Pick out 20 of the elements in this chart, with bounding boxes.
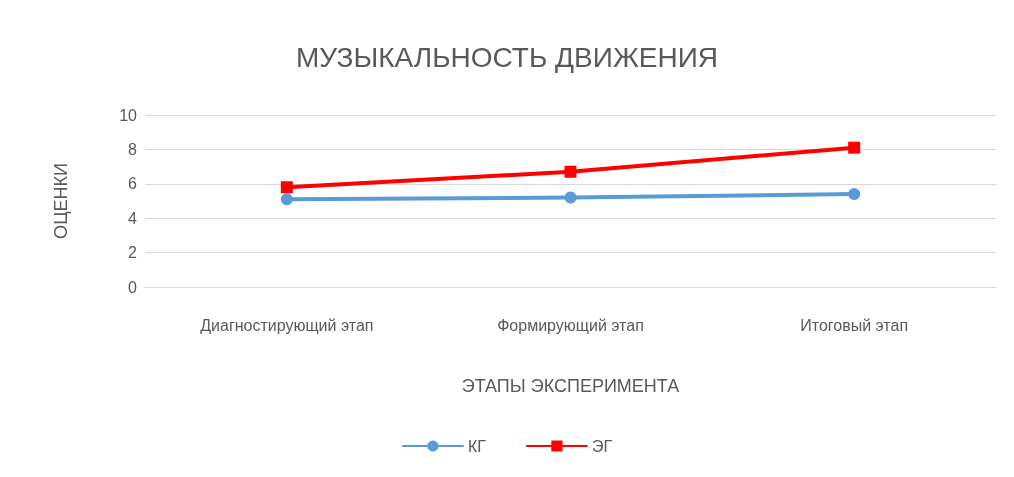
point: [564, 165, 577, 178]
legend-label: ЭГ: [591, 437, 613, 455]
chart-title: МУЗЫКАЛЬНОСТЬ ДВИЖЕНИЯ: [296, 41, 718, 73]
y-tick-label: 4: [128, 209, 138, 227]
x-tick-label: Итоговый этап: [800, 316, 909, 334]
legend-label: КГ: [467, 437, 487, 455]
x-tick-label: Формирующий этап: [497, 316, 644, 334]
y-tick-label: 8: [128, 140, 138, 158]
point: [848, 141, 861, 154]
y-tick-label: 0: [128, 278, 138, 296]
point: [280, 193, 293, 206]
point: [564, 191, 577, 204]
point: [280, 181, 293, 194]
y-tick-label: 10: [119, 106, 138, 124]
x-tick-label: Диагностирующий этап: [200, 316, 374, 334]
y-axis-title: ОЦЕНКИ: [51, 163, 71, 239]
y-tick-label: 2: [128, 244, 138, 262]
point: [848, 188, 861, 201]
y-tick-label: 6: [128, 175, 138, 193]
x-axis-title: ЭТАПЫ ЭКСПЕРИМЕНТА: [461, 376, 680, 396]
